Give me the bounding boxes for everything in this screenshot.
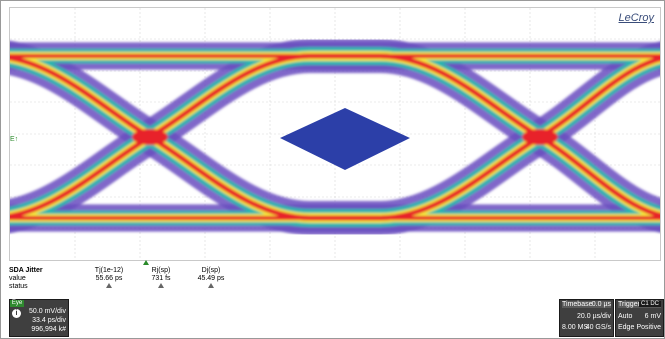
measurement-title: SDA Jitter [9, 267, 43, 274]
trigger-type: Edge [618, 324, 635, 331]
trigger-position-marker [143, 260, 149, 265]
channel-count: 996,994 k# [31, 326, 66, 333]
channel-tag: Eye [10, 300, 24, 307]
row-label-status: status [9, 283, 28, 290]
eye-crossing [132, 129, 168, 145]
trigger-label: Trigger [618, 301, 640, 308]
trigger-level: 6 mV [644, 313, 661, 320]
eye-crossing [522, 129, 558, 145]
timebase-label: Timebase [562, 301, 593, 308]
channel-descriptor-box[interactable]: Eye i 50.0 mV/div 33.4 ps/div 996,994 k# [9, 299, 69, 337]
param-tj-value: 55.66 ps [95, 275, 123, 282]
param-dj-status-icon [181, 283, 241, 290]
channel-hdiv: 33.4 ps/div [32, 317, 66, 324]
param-rj-value: 731 fs [151, 275, 171, 282]
timebase-descriptor-box[interactable]: Timebase 0.0 µs 20.0 µs/div 8.00 MS 40 GS/… [559, 299, 614, 337]
param-dj-name[interactable]: Dj(sp) [201, 267, 221, 274]
timebase-samples: 8.00 MS [562, 324, 589, 331]
trigger-slope: Positive [636, 324, 661, 331]
info-icon[interactable]: i [12, 309, 21, 318]
channel-level-marker: E↑ [10, 136, 19, 143]
timebase-delay: 0.0 µs [591, 301, 611, 308]
timebase-tdiv: 20.0 µs/div [577, 313, 611, 320]
timebase-rate: 40 GS/s [585, 324, 611, 331]
param-rj-name[interactable]: Rj(sp) [151, 267, 171, 274]
eye-diagram-plot [10, 8, 660, 260]
trigger-source-badge: C1 DC [638, 301, 661, 307]
eye-mask [280, 108, 410, 170]
param-tj-name[interactable]: Tj(1e-12) [94, 267, 124, 274]
trigger-descriptor-box[interactable]: Trigger C1 DC Auto 6 mV Edge Positive [615, 299, 664, 337]
trigger-mode: Auto [618, 313, 633, 320]
eye-traces [10, 39, 660, 235]
channel-vdiv: 50.0 mV/div [29, 308, 66, 315]
param-dj-value: 45.49 ps [197, 275, 225, 282]
param-rj-status-icon [131, 283, 191, 290]
row-label-value: value [9, 275, 26, 282]
brand-logo: LeCroy [618, 12, 654, 24]
eye-diagram-screen[interactable]: LeCroy E↑ [9, 7, 661, 261]
param-tj-status-icon [79, 283, 139, 290]
